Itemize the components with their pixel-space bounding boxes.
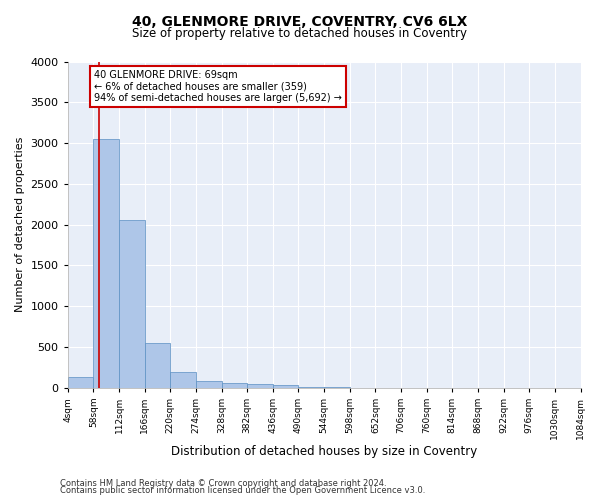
Bar xyxy=(119,220,145,388)
Text: Contains HM Land Registry data © Crown copyright and database right 2024.: Contains HM Land Registry data © Crown c… xyxy=(60,478,386,488)
Text: Contains public sector information licensed under the Open Government Licence v3: Contains public sector information licen… xyxy=(60,486,425,495)
Bar xyxy=(247,384,273,388)
Bar xyxy=(145,343,170,388)
X-axis label: Distribution of detached houses by size in Coventry: Distribution of detached houses by size … xyxy=(171,444,477,458)
Bar xyxy=(273,385,298,388)
Bar xyxy=(68,377,94,388)
Bar xyxy=(298,387,324,388)
Text: Size of property relative to detached houses in Coventry: Size of property relative to detached ho… xyxy=(133,28,467,40)
Text: 40 GLENMORE DRIVE: 69sqm
← 6% of detached houses are smaller (359)
94% of semi-d: 40 GLENMORE DRIVE: 69sqm ← 6% of detache… xyxy=(94,70,342,103)
Bar xyxy=(170,372,196,388)
Text: 40, GLENMORE DRIVE, COVENTRY, CV6 6LX: 40, GLENMORE DRIVE, COVENTRY, CV6 6LX xyxy=(133,15,467,29)
Bar xyxy=(221,384,247,388)
Bar xyxy=(94,139,119,388)
Bar xyxy=(196,382,221,388)
Y-axis label: Number of detached properties: Number of detached properties xyxy=(15,137,25,312)
